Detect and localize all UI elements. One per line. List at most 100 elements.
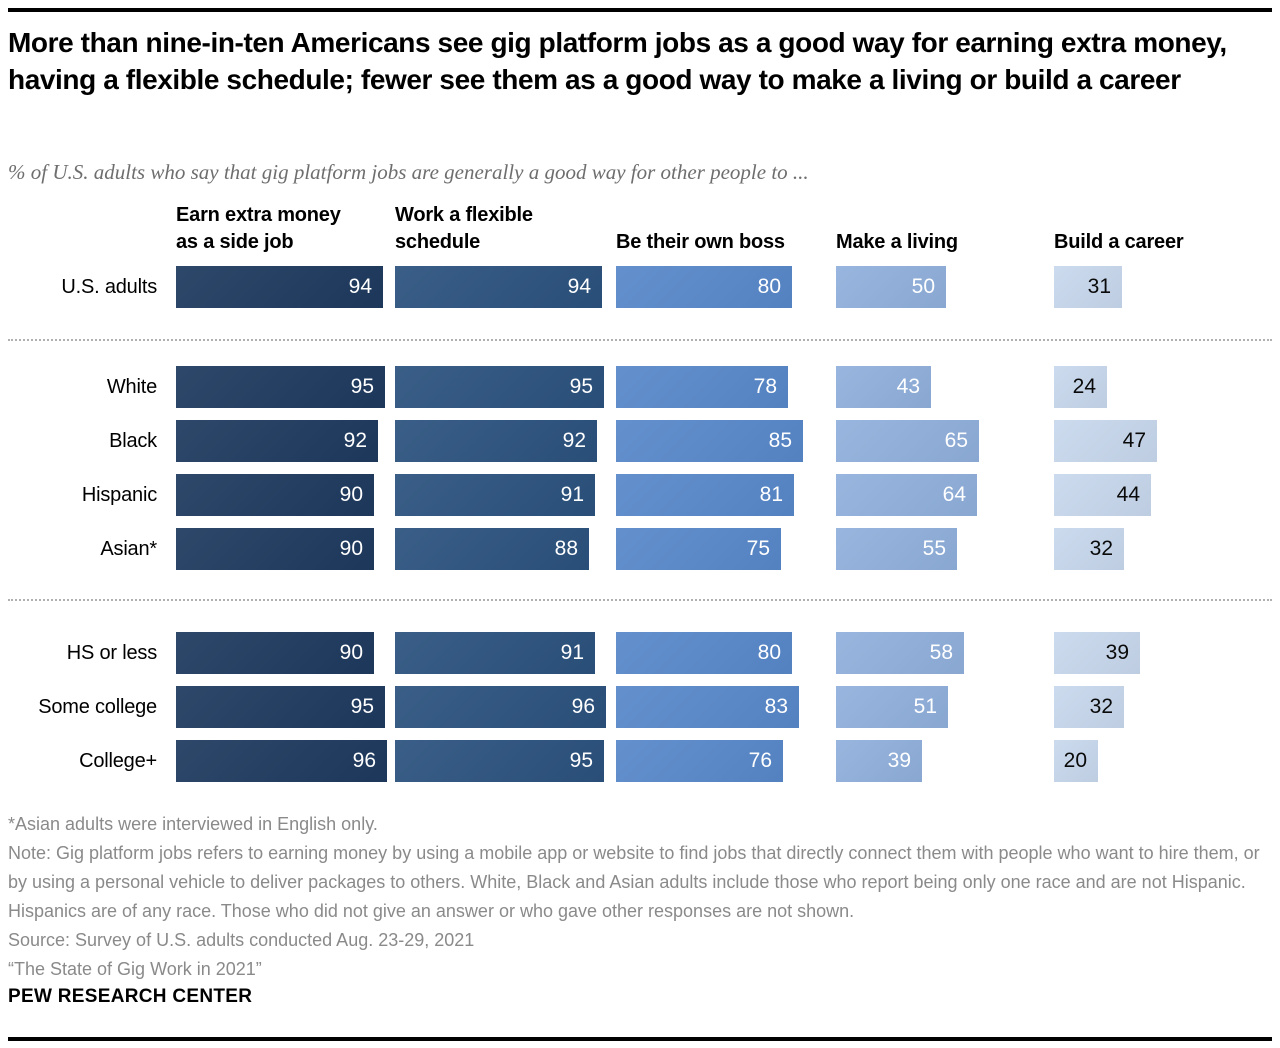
bar-u-s-adults-build-a-career: 31 (1054, 266, 1122, 308)
bar-value-label: 94 (567, 275, 591, 298)
bar-some-college-be-their-own-boss: 83 (616, 686, 799, 728)
top-rule (8, 8, 1272, 12)
bar-value-label: 96 (352, 749, 376, 772)
bar-hs-or-less-work-a-flexible-schedule: 91 (395, 632, 595, 674)
row-label-hs-or-less: HS or less (66, 642, 157, 664)
bar-hs-or-less-make-a-living: 58 (836, 632, 964, 674)
bar-hispanic-earn-extra-money-as-a-side-job: 90 (176, 474, 374, 516)
bar-college-work-a-flexible-schedule: 95 (395, 740, 604, 782)
column-header-line: Be their own boss (616, 231, 785, 253)
bar-hs-or-less-earn-extra-money-as-a-side-job: 90 (176, 632, 374, 674)
bar-white-build-a-career: 24 (1054, 366, 1107, 408)
bar-value-label: 90 (339, 483, 363, 506)
bar-value-label: 39 (1105, 641, 1129, 664)
row-label-u-s-adults: U.S. adults (61, 276, 157, 298)
bar-value-label: 58 (929, 641, 953, 664)
group-separator-2 (8, 599, 1272, 601)
bar-white-work-a-flexible-schedule: 95 (395, 366, 604, 408)
footnote-asterisk: *Asian adults were interviewed in Englis… (8, 814, 378, 834)
bar-some-college-earn-extra-money-as-a-side-job: 95 (176, 686, 385, 728)
bar-value-label: 43 (896, 375, 920, 398)
bar-asian-make-a-living: 55 (836, 528, 957, 570)
bar-value-label: 55 (922, 537, 946, 560)
bar-value-label: 39 (887, 749, 911, 772)
bar-value-label: 95 (350, 695, 374, 718)
chart-title: More than nine-in-ten Americans see gig … (8, 27, 1227, 95)
bar-u-s-adults-work-a-flexible-schedule: 94 (395, 266, 602, 308)
column-header-line: Work a flexible (395, 204, 533, 226)
bar-value-label: 76 (748, 749, 772, 772)
bar-value-label: 95 (569, 375, 593, 398)
bottom-rule (8, 1037, 1272, 1041)
bar-value-label: 88 (554, 537, 578, 560)
bar-asian-build-a-career: 32 (1054, 528, 1124, 570)
column-header-line: schedule (395, 231, 481, 253)
bar-black-build-a-career: 47 (1054, 420, 1157, 462)
bar-value-label: 85 (768, 429, 792, 452)
bar-u-s-adults-earn-extra-money-as-a-side-job: 94 (176, 266, 383, 308)
row-label-hispanic: Hispanic (81, 484, 157, 506)
bar-value-label: 94 (348, 275, 372, 298)
column-header-line: Make a living (836, 231, 958, 253)
bar-value-label: 51 (913, 695, 937, 718)
bar-black-make-a-living: 65 (836, 420, 979, 462)
bar-value-label: 80 (757, 641, 781, 664)
bar-some-college-work-a-flexible-schedule: 96 (395, 686, 606, 728)
footnote-note: Note: Gig platform jobs refers to earnin… (8, 843, 1260, 921)
column-header-make-a-living: Make a living (836, 198, 1054, 256)
bar-value-label: 32 (1089, 537, 1113, 560)
bar-value-label: 92 (562, 429, 586, 452)
bar-black-be-their-own-boss: 85 (616, 420, 803, 462)
bar-value-label: 96 (571, 695, 595, 718)
bar-value-label: 32 (1089, 695, 1113, 718)
bar-hs-or-less-be-their-own-boss: 80 (616, 632, 792, 674)
row-label-white: White (106, 376, 157, 398)
bar-value-label: 81 (759, 483, 783, 506)
bar-value-label: 90 (339, 537, 363, 560)
bar-college-be-their-own-boss: 76 (616, 740, 783, 782)
column-header-line: Build a career (1054, 231, 1184, 253)
bar-asian-work-a-flexible-schedule: 88 (395, 528, 589, 570)
bar-value-label: 95 (350, 375, 374, 398)
bar-college-earn-extra-money-as-a-side-job: 96 (176, 740, 387, 782)
bar-value-label: 44 (1116, 483, 1140, 506)
bar-value-label: 75 (746, 537, 770, 560)
footnote-report: “The State of Gig Work in 2021” (8, 959, 262, 979)
column-header-line: Earn extra money (176, 204, 341, 226)
bar-hispanic-make-a-living: 64 (836, 474, 977, 516)
bar-hs-or-less-build-a-career: 39 (1054, 632, 1140, 674)
column-header-line: as a side job (176, 231, 294, 253)
bar-value-label: 50 (911, 275, 935, 298)
bar-value-label: 47 (1122, 429, 1146, 452)
bar-some-college-make-a-living: 51 (836, 686, 948, 728)
bar-value-label: 24 (1072, 375, 1096, 398)
column-header-be-their-own-boss: Be their own boss (616, 198, 834, 256)
bar-value-label: 92 (343, 429, 367, 452)
bar-value-label: 20 (1063, 749, 1087, 772)
branding-pew-research-center: PEW RESEARCH CENTER (8, 986, 253, 1007)
column-header-earn-extra-money-as-a-side-job: Earn extra money as a side job (176, 198, 394, 256)
bar-black-earn-extra-money-as-a-side-job: 92 (176, 420, 378, 462)
bar-value-label: 90 (339, 641, 363, 664)
bar-u-s-adults-make-a-living: 50 (836, 266, 946, 308)
bar-value-label: 78 (753, 375, 777, 398)
footnotes: *Asian adults were interviewed in Englis… (8, 810, 1272, 984)
bar-asian-be-their-own-boss: 75 (616, 528, 781, 570)
bar-asian-earn-extra-money-as-a-side-job: 90 (176, 528, 374, 570)
bar-hispanic-work-a-flexible-schedule: 91 (395, 474, 595, 516)
row-label-some-college: Some college (38, 696, 157, 718)
bar-some-college-build-a-career: 32 (1054, 686, 1124, 728)
column-header-work-a-flexible-schedule: Work a flexible schedule (395, 198, 613, 256)
bar-value-label: 64 (942, 483, 966, 506)
group-separator-1 (8, 339, 1272, 341)
bar-value-label: 91 (560, 641, 584, 664)
chart-subtitle: % of U.S. adults who say that gig platfo… (8, 160, 809, 184)
bar-value-label: 65 (944, 429, 968, 452)
row-label-college: College+ (79, 750, 157, 772)
column-header-build-a-career: Build a career (1054, 198, 1272, 256)
bar-white-make-a-living: 43 (836, 366, 931, 408)
footnote-source: Source: Survey of U.S. adults conducted … (8, 930, 475, 950)
bar-value-label: 95 (569, 749, 593, 772)
